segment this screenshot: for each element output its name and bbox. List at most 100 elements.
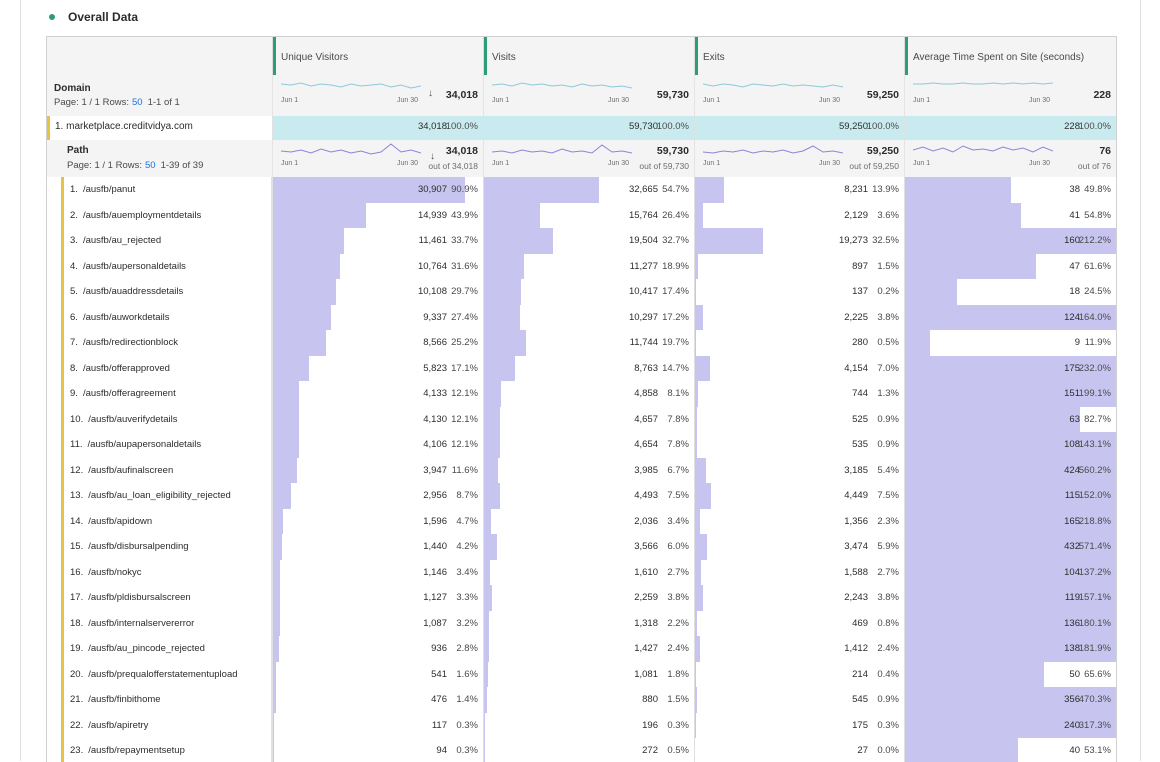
row-label-cell[interactable]: 17./ausfb/pldisbursalscreen xyxy=(61,585,272,611)
domain-value-cell[interactable]: 59,250 100.0% xyxy=(694,116,904,140)
row-label-cell[interactable]: 1./ausfb/panut xyxy=(61,177,272,203)
row-label-cell[interactable]: 21./ausfb/finbithome xyxy=(61,687,272,713)
row-label-cell[interactable]: 4./ausfb/aupersonaldetails xyxy=(61,254,272,280)
row-label-cell[interactable]: 5./ausfb/auaddressdetails xyxy=(61,279,272,305)
row-label-cell[interactable]: 13./ausfb/au_loan_eligibility_rejected xyxy=(61,483,272,509)
row-label-cell[interactable]: 12./ausfb/aufinalscreen xyxy=(61,458,272,484)
sort-descending-icon[interactable]: ↓ xyxy=(428,88,433,99)
metric-header-visits[interactable]: Visits xyxy=(483,37,694,75)
row-label-cell[interactable]: 3./ausfb/au_rejected xyxy=(61,228,272,254)
row-label-cell[interactable]: 22./ausfb/apiretry xyxy=(61,713,272,739)
row-label-cell[interactable]: 6./ausfb/auworkdetails xyxy=(61,305,272,331)
row-label-cell[interactable]: 19./ausfb/au_pincode_rejected xyxy=(61,636,272,662)
row-label-cell[interactable]: 9./ausfb/offeragreement xyxy=(61,381,272,407)
row-label-cell[interactable]: 11./ausfb/aupapersonaldetails xyxy=(61,432,272,458)
domain-value-cell[interactable]: 34,018 100.0% xyxy=(272,116,483,140)
row-label-cell[interactable]: 14./ausfb/apidown xyxy=(61,509,272,535)
rows-per-page-select[interactable]: 50 xyxy=(132,97,143,108)
panel-header[interactable]: Overall Data xyxy=(49,8,138,26)
domain-row[interactable]: 1. marketplace.creditvidya.com 34,018 10… xyxy=(47,116,1116,141)
row-label-cell[interactable]: 2./ausfb/auemploymentdetails xyxy=(61,203,272,229)
metric-header-unique-visitors[interactable]: Unique Visitors xyxy=(272,37,483,75)
row-label-cell[interactable]: 7./ausfb/redirectionblock xyxy=(61,330,272,356)
domain-row-label-cell[interactable]: 1. marketplace.creditvidya.com xyxy=(47,116,272,140)
domain-value-cell[interactable]: 228 100.0% xyxy=(904,116,1116,140)
